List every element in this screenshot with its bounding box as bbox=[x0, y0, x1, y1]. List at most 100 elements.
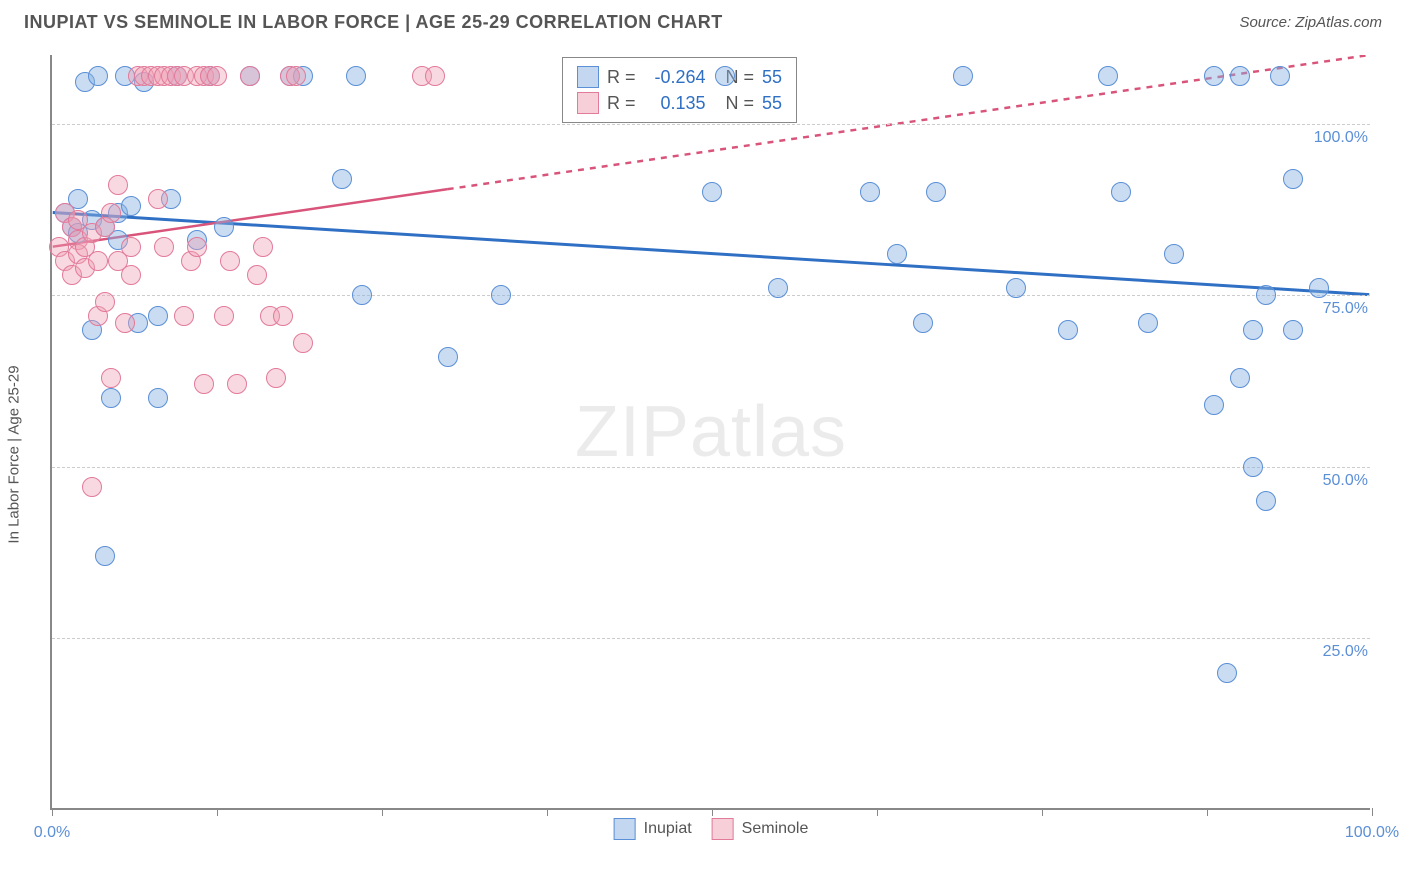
chart-source: Source: ZipAtlas.com bbox=[1239, 14, 1382, 31]
data-point bbox=[768, 278, 788, 298]
data-point bbox=[953, 66, 973, 86]
data-point bbox=[187, 237, 207, 257]
n-value: 55 bbox=[762, 93, 782, 114]
x-tick bbox=[1042, 808, 1043, 816]
data-point bbox=[1098, 66, 1118, 86]
data-point bbox=[1230, 368, 1250, 388]
n-label: N = bbox=[726, 93, 755, 114]
data-point bbox=[332, 169, 352, 189]
data-point bbox=[438, 347, 458, 367]
data-point bbox=[1164, 244, 1184, 264]
data-point bbox=[1309, 278, 1329, 298]
data-point bbox=[240, 66, 260, 86]
legend-swatch bbox=[577, 66, 599, 88]
data-point bbox=[715, 66, 735, 86]
data-point bbox=[860, 182, 880, 202]
x-tick bbox=[1372, 808, 1373, 816]
data-point bbox=[425, 66, 445, 86]
stats-legend: R =-0.264N =55 R = 0.135 N = 55 bbox=[562, 57, 797, 123]
data-point bbox=[1230, 66, 1250, 86]
data-point bbox=[121, 196, 141, 216]
data-point bbox=[1270, 66, 1290, 86]
data-point bbox=[148, 306, 168, 326]
x-tick bbox=[712, 808, 713, 816]
x-tick bbox=[382, 808, 383, 816]
data-point bbox=[1243, 320, 1263, 340]
data-point bbox=[1058, 320, 1078, 340]
chart-title: INUPIAT VS SEMINOLE IN LABOR FORCE | AGE… bbox=[24, 12, 723, 33]
data-point bbox=[1204, 395, 1224, 415]
data-point bbox=[1283, 320, 1303, 340]
gridline bbox=[52, 124, 1370, 125]
legend-item: Seminole bbox=[712, 816, 809, 842]
n-value: 55 bbox=[762, 67, 782, 88]
data-point bbox=[115, 313, 135, 333]
data-point bbox=[101, 203, 121, 223]
data-point bbox=[1204, 66, 1224, 86]
y-tick-label: 75.0% bbox=[1319, 300, 1372, 318]
data-point bbox=[1256, 491, 1276, 511]
data-point bbox=[88, 66, 108, 86]
stats-legend-row: R = 0.135 N = 55 bbox=[577, 90, 782, 116]
data-point bbox=[1217, 663, 1237, 683]
y-axis-label: In Labor Force | Age 25-29 bbox=[6, 365, 23, 543]
data-point bbox=[82, 477, 102, 497]
x-tick bbox=[52, 808, 53, 816]
data-point bbox=[121, 237, 141, 257]
data-point bbox=[352, 285, 372, 305]
watermark: ZIPatlas bbox=[575, 391, 847, 473]
data-point bbox=[214, 217, 234, 237]
gridline bbox=[52, 467, 1370, 468]
legend-swatch bbox=[712, 818, 734, 840]
r-label: R = bbox=[607, 93, 636, 114]
legend-label: Seminole bbox=[742, 820, 809, 838]
x-tick-label: 0.0% bbox=[34, 824, 70, 842]
data-point bbox=[227, 374, 247, 394]
x-tick bbox=[877, 808, 878, 816]
data-point bbox=[346, 66, 366, 86]
watermark-atlas: atlas bbox=[690, 392, 847, 472]
data-point bbox=[266, 368, 286, 388]
x-tick-label: 100.0% bbox=[1345, 824, 1399, 842]
data-point bbox=[1006, 278, 1026, 298]
data-point bbox=[121, 265, 141, 285]
legend-swatch bbox=[577, 92, 599, 114]
legend-swatch bbox=[614, 818, 636, 840]
data-point bbox=[88, 251, 108, 271]
data-point bbox=[253, 237, 273, 257]
data-point bbox=[273, 306, 293, 326]
data-point bbox=[214, 306, 234, 326]
data-point bbox=[1138, 313, 1158, 333]
data-point bbox=[1111, 182, 1131, 202]
data-point bbox=[1283, 169, 1303, 189]
data-point bbox=[1256, 285, 1276, 305]
data-point bbox=[101, 388, 121, 408]
r-value: -0.264 bbox=[644, 67, 706, 88]
data-point bbox=[247, 265, 267, 285]
data-point bbox=[913, 313, 933, 333]
data-point bbox=[1243, 457, 1263, 477]
stats-legend-row: R =-0.264N =55 bbox=[577, 64, 782, 90]
data-point bbox=[926, 182, 946, 202]
data-point bbox=[154, 237, 174, 257]
plot-area: ZIPatlas R =-0.264N =55R =0.135N =55 Inu… bbox=[50, 55, 1370, 810]
data-point bbox=[207, 66, 227, 86]
data-point bbox=[174, 306, 194, 326]
y-tick-label: 25.0% bbox=[1319, 643, 1372, 661]
gridline bbox=[52, 638, 1370, 639]
y-tick-label: 100.0% bbox=[1310, 129, 1372, 147]
data-point bbox=[101, 368, 121, 388]
data-point bbox=[702, 182, 722, 202]
data-point bbox=[95, 292, 115, 312]
series-legend: Inupiat Seminole bbox=[614, 816, 809, 842]
data-point bbox=[95, 546, 115, 566]
x-tick bbox=[217, 808, 218, 816]
watermark-zip: ZIP bbox=[575, 392, 690, 472]
r-value: 0.135 bbox=[644, 93, 706, 114]
x-tick bbox=[547, 808, 548, 816]
data-point bbox=[491, 285, 511, 305]
y-tick-label: 50.0% bbox=[1319, 472, 1372, 490]
legend-item: Inupiat bbox=[614, 816, 692, 842]
data-point bbox=[148, 388, 168, 408]
data-point bbox=[220, 251, 240, 271]
